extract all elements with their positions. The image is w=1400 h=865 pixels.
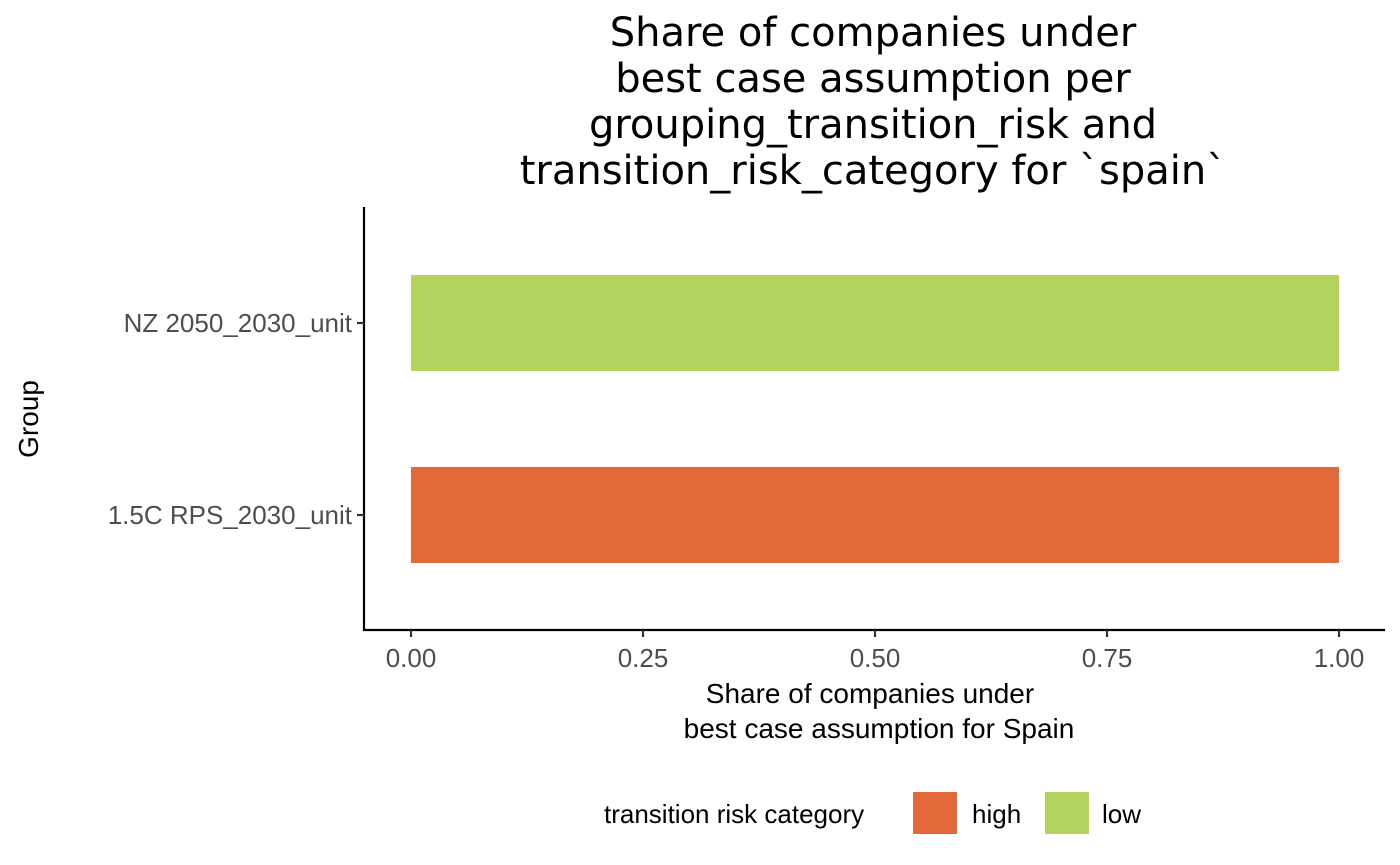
- x-axis-title: Share of companies under best case assum…: [684, 678, 1075, 744]
- y-tick-label: NZ 2050_2030_unit: [124, 308, 353, 338]
- x-axis-title-line-2: best case assumption for Spain: [684, 713, 1075, 744]
- chart-title-line-4: transition_risk_category for `spain`: [520, 148, 1227, 194]
- x-tick-label: 0.00: [386, 643, 437, 673]
- legend-title: transition risk category: [604, 799, 864, 829]
- y-tick-label: 1.5C RPS_2030_unit: [108, 500, 353, 530]
- x-tick-label: 0.25: [618, 643, 669, 673]
- chart-title-line-3: grouping_transition_risk and: [589, 102, 1157, 148]
- x-axis-title-line-1: Share of companies under: [706, 678, 1034, 709]
- x-tick-label: 0.75: [1082, 643, 1133, 673]
- chart-title: Share of companies under best case assum…: [520, 10, 1227, 194]
- bar-high: [411, 467, 1339, 563]
- legend-label-high: high: [972, 799, 1021, 829]
- bar-low: [411, 275, 1339, 371]
- x-tick-label: 0.50: [850, 643, 901, 673]
- chart-title-line-2: best case assumption per: [615, 56, 1131, 102]
- bars-layer: [411, 275, 1339, 563]
- legend-label-low: low: [1102, 799, 1141, 829]
- legend-swatch-high: [913, 792, 957, 834]
- x-ticks-layer: 0.00 0.25 0.50 0.75 1.00: [386, 630, 1365, 673]
- x-tick-label: 1.00: [1314, 643, 1365, 673]
- legend: transition risk category high low: [604, 792, 1141, 834]
- chart-title-line-1: Share of companies under: [610, 10, 1137, 56]
- y-axis-title: Group: [13, 380, 44, 458]
- legend-swatch-low: [1045, 792, 1089, 834]
- y-ticks-layer: NZ 2050_2030_unit 1.5C RPS_2030_unit: [108, 308, 364, 530]
